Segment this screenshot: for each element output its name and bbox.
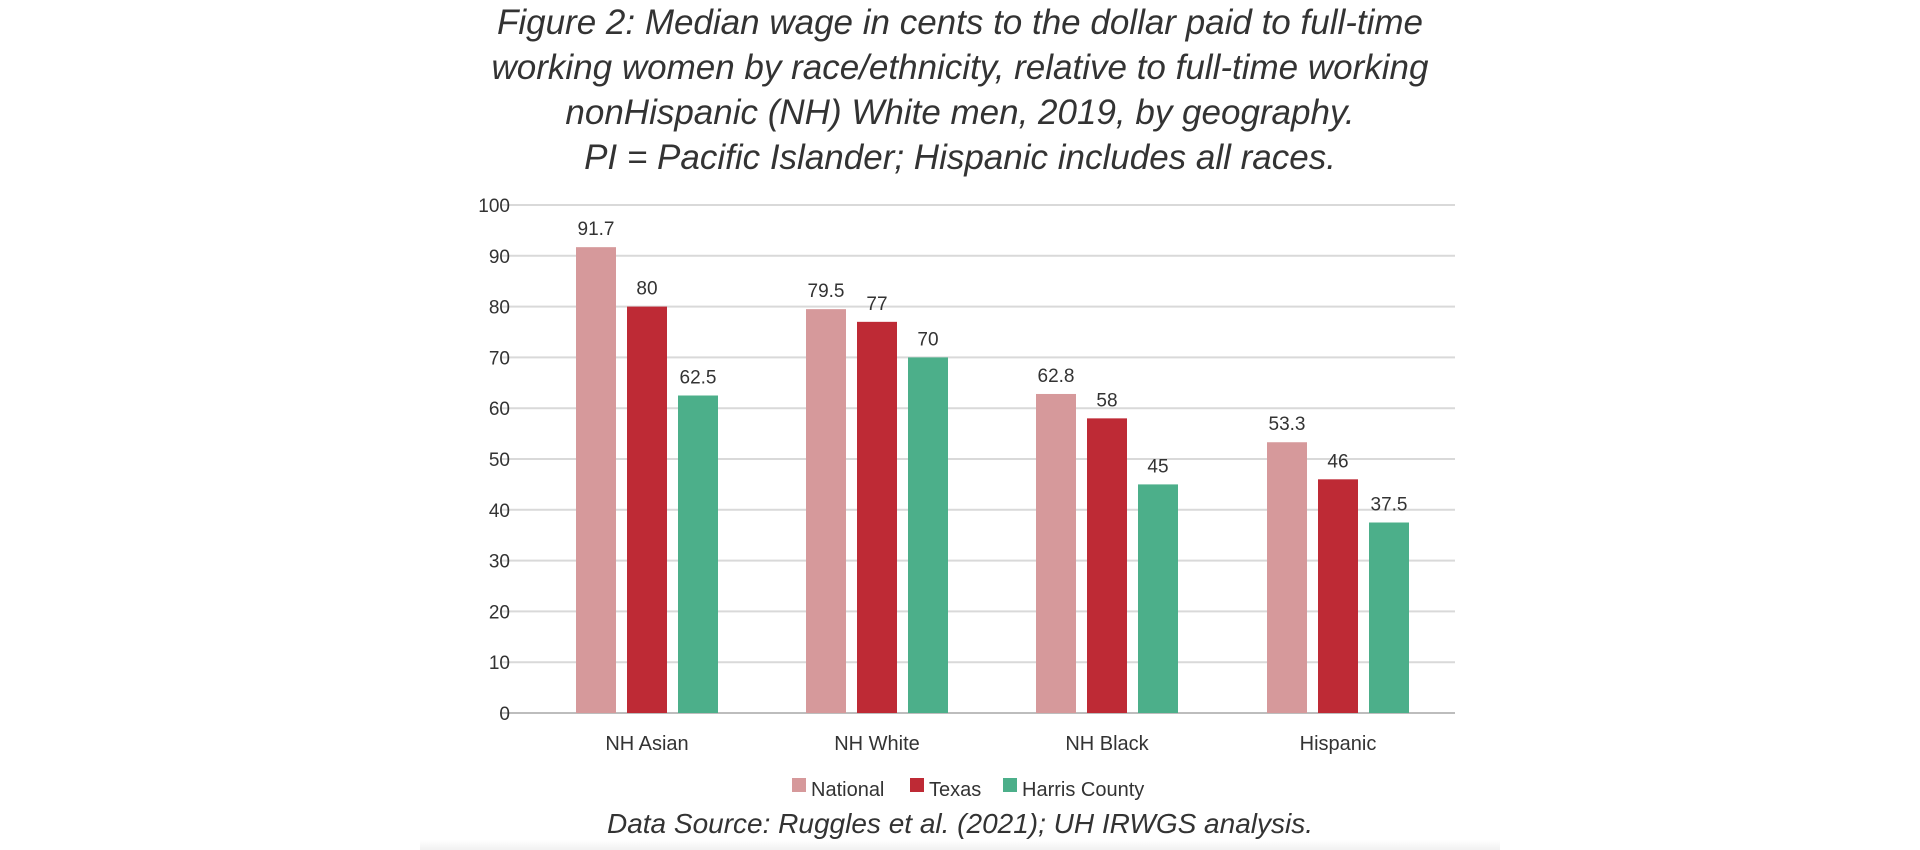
chart-title-line-4: PI = Pacific Islander; Hispanic includes… xyxy=(584,138,1336,177)
bar xyxy=(1318,479,1358,713)
bar xyxy=(1267,442,1307,713)
x-tick-label: NH White xyxy=(834,733,920,755)
bar xyxy=(1087,418,1127,713)
y-axis: 0 10 20 30 40 50 60 70 80 90 100 xyxy=(478,196,510,725)
y-tick-label: 20 xyxy=(489,602,510,623)
y-tick-label: 0 xyxy=(499,704,510,725)
bar xyxy=(857,321,897,713)
data-label: 80 xyxy=(636,279,657,300)
x-axis: NH Asian NH White NH Black Hispanic xyxy=(605,733,1376,755)
bar xyxy=(1138,484,1178,713)
data-source-note: Data Source: Ruggles et al. (2021); UH I… xyxy=(606,808,1313,839)
bar xyxy=(1036,393,1076,713)
chart-title-line-2: working women by race/ethnicity, relativ… xyxy=(491,48,1429,87)
data-label: 62.8 xyxy=(1038,366,1075,387)
data-label: 53.3 xyxy=(1269,414,1306,435)
bar xyxy=(806,309,846,713)
data-label: 70 xyxy=(917,329,938,350)
y-tick-label: 50 xyxy=(489,450,510,471)
chart-title-line-3: nonHispanic (NH) White men, 2019, by geo… xyxy=(565,93,1355,132)
y-tick-label: 100 xyxy=(478,196,510,217)
data-label: 77 xyxy=(866,294,887,315)
legend-swatch xyxy=(910,778,924,792)
bar xyxy=(908,357,948,713)
y-tick-label: 30 xyxy=(489,552,510,573)
bar xyxy=(1369,522,1409,713)
bar xyxy=(627,306,667,713)
data-label: 91.7 xyxy=(578,219,615,240)
data-label: 62.5 xyxy=(680,368,717,389)
legend-label: Texas xyxy=(929,779,981,801)
y-tick-label: 10 xyxy=(489,653,510,674)
data-label: 58 xyxy=(1096,390,1117,411)
y-tick-label: 60 xyxy=(489,399,510,420)
bars: 91.7 80 62.5 79.5 77 70 62.8 58 45 53.3 46 37.5 xyxy=(576,219,1409,713)
y-tick-label: 80 xyxy=(489,298,510,319)
legend-label: National xyxy=(811,779,884,801)
y-tick-label: 70 xyxy=(489,348,510,369)
data-label: 46 xyxy=(1327,451,1348,472)
data-label: 79.5 xyxy=(808,281,845,302)
data-label: 37.5 xyxy=(1371,495,1408,516)
legend-label: Harris County xyxy=(1022,779,1144,801)
y-tick-label: 40 xyxy=(489,501,510,522)
chart-title: Figure 2: Median wage in cents to the do… xyxy=(0,0,1920,180)
x-tick-label: NH Black xyxy=(1065,733,1149,755)
x-tick-label: NH Asian xyxy=(605,733,688,755)
footer-shade xyxy=(420,840,1500,850)
y-tick-label: 90 xyxy=(489,247,510,268)
legend-swatch xyxy=(1003,778,1017,792)
x-tick-label: Hispanic xyxy=(1300,733,1377,755)
legend-swatch xyxy=(792,778,806,792)
legend: National Texas Harris County xyxy=(792,778,1144,801)
chart-title-line-1: Figure 2: Median wage in cents to the do… xyxy=(496,3,1424,42)
data-label: 45 xyxy=(1147,456,1168,477)
bar xyxy=(576,247,616,713)
bar xyxy=(678,395,718,713)
